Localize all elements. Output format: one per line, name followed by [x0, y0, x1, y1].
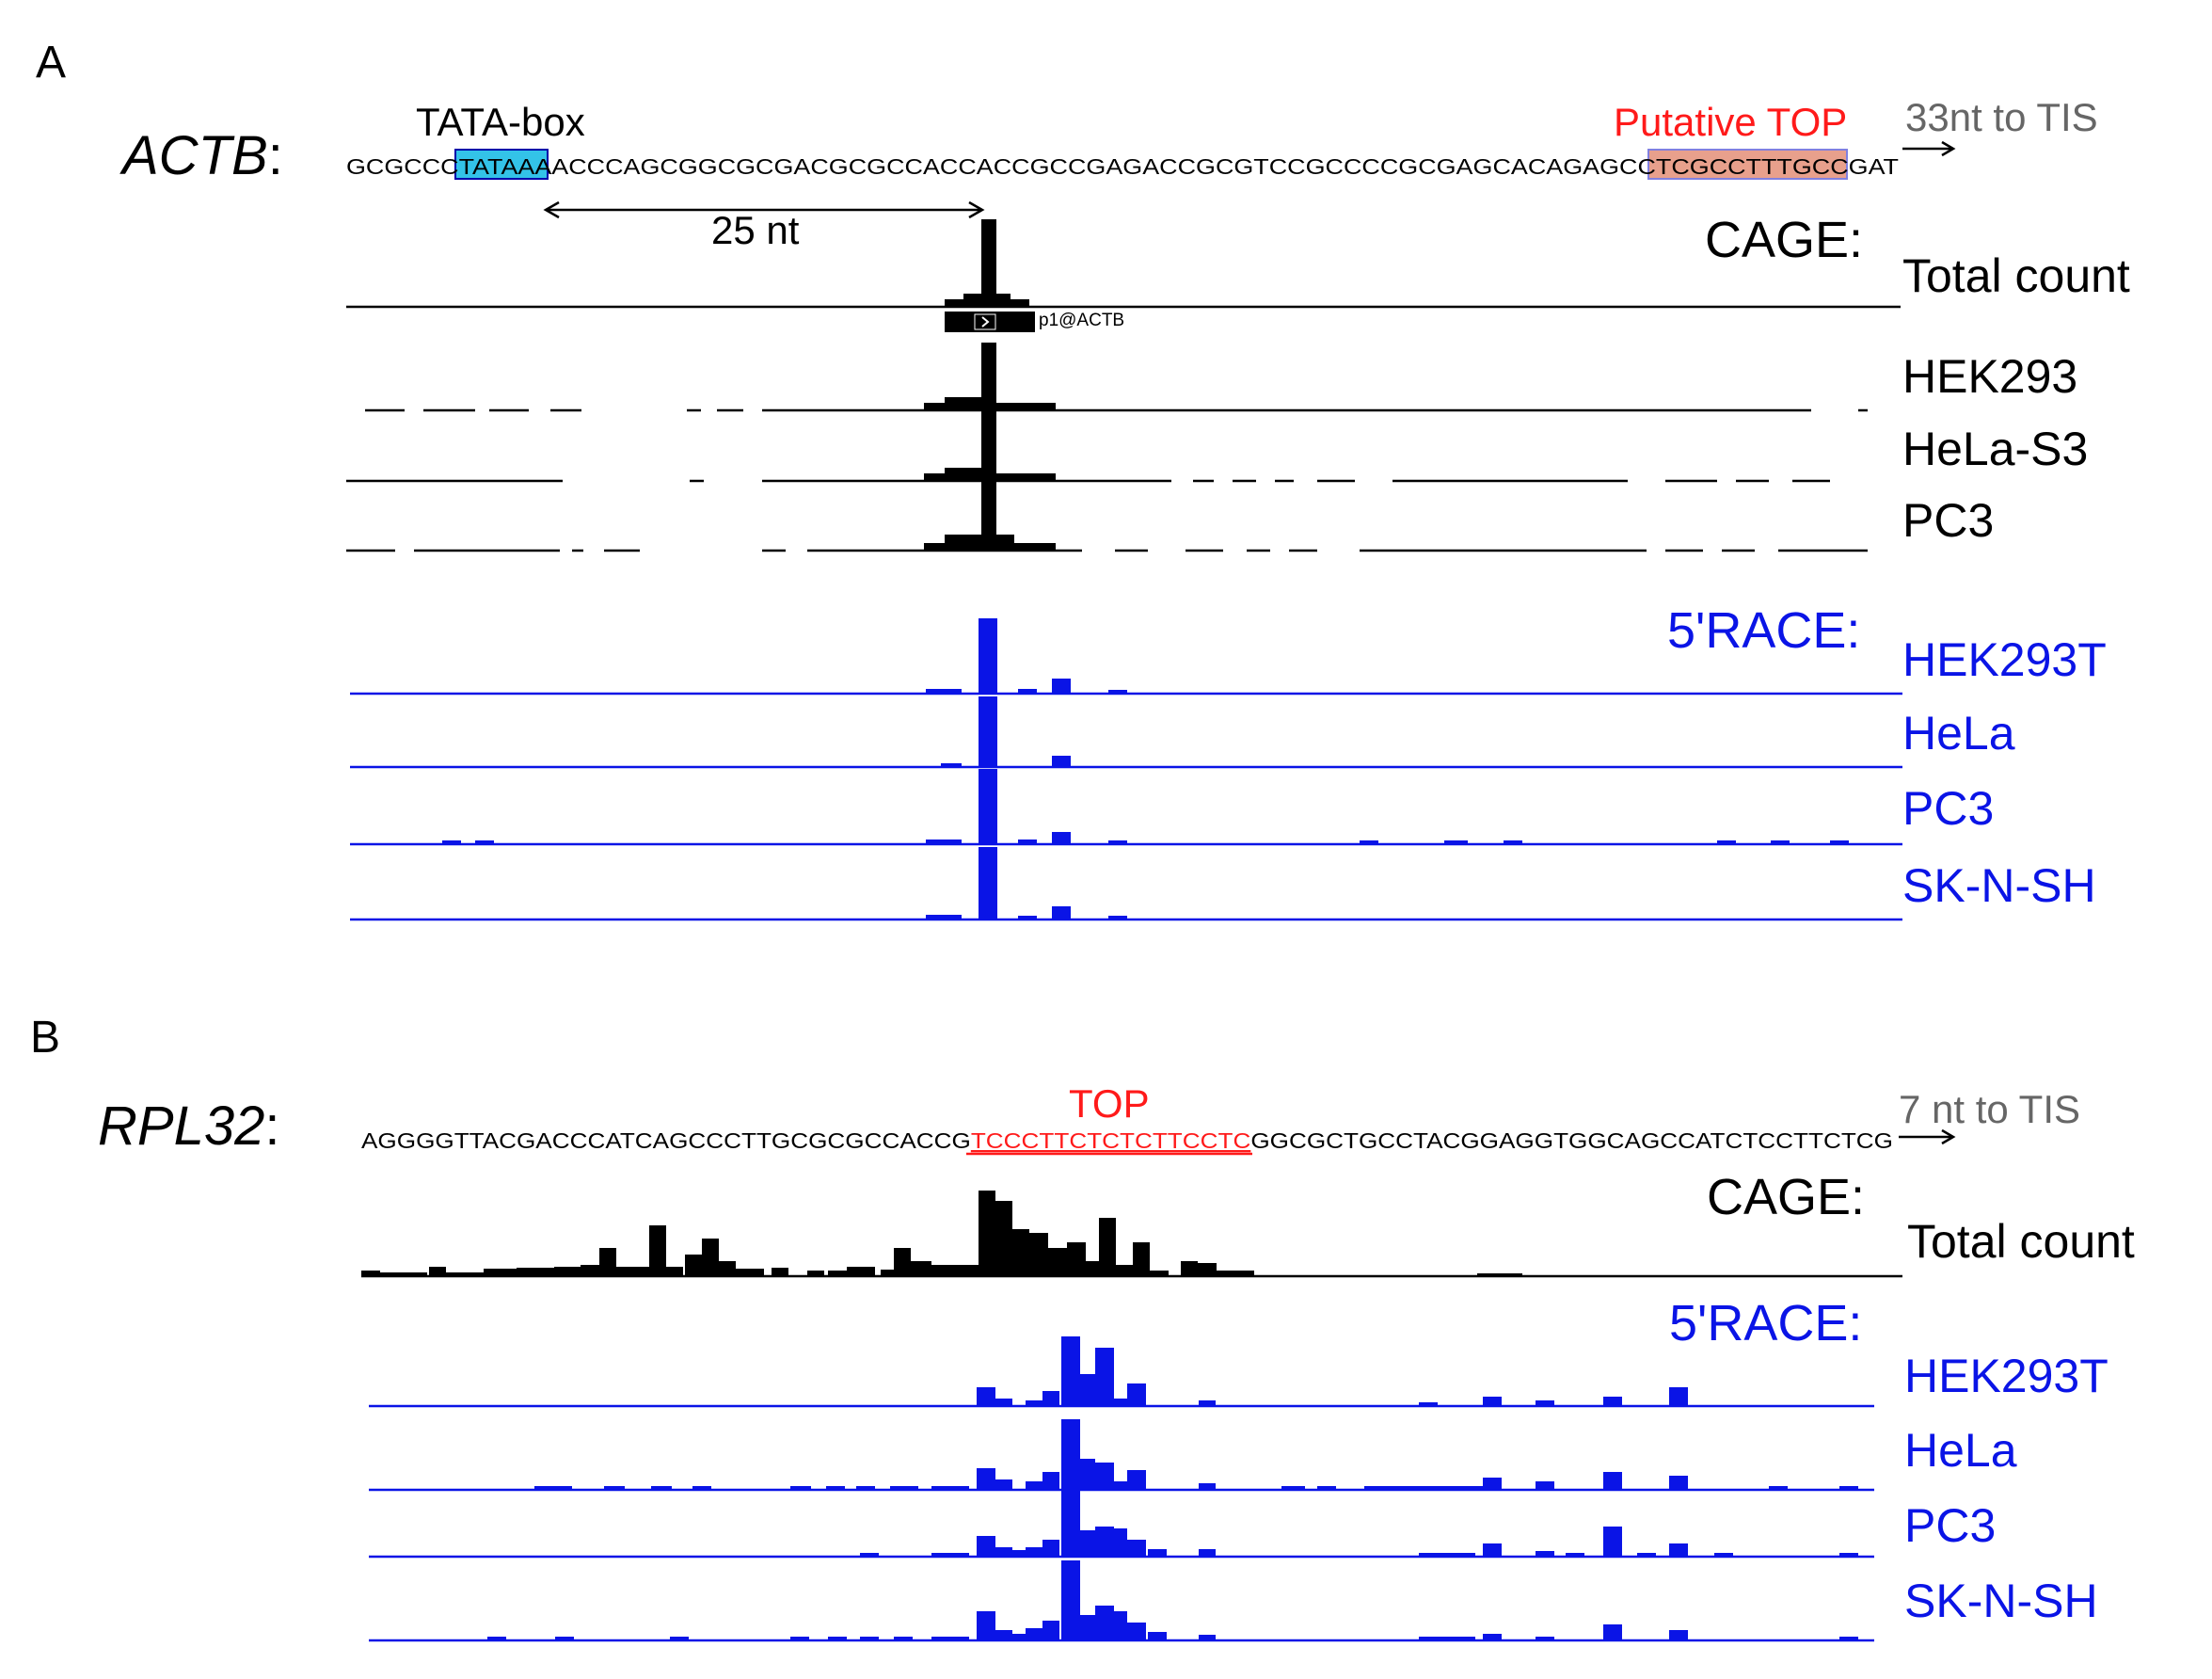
cage-track-label-total-a: Total count	[1902, 249, 2130, 302]
race-track-hek293t-b	[369, 1336, 1874, 1408]
panel-a-gene-colon: :	[268, 125, 283, 186]
cage-track-label-total-b: Total count	[1907, 1215, 2135, 1268]
cage-track-hek293	[365, 343, 1868, 412]
panel-a-sequence: GCGCCC TATAA AACCCAGCGGCGCGACGCGCCACCACCGC…	[346, 154, 1899, 179]
race-track-label-hek293t-a: HEK293T	[1902, 633, 2107, 686]
panel-b-sequence: AGGGGTTACGACCCATCAGCCCTTGCGCGCCACCG TCCCT…	[361, 1128, 1893, 1153]
sequence-b-post: GGCGCTGCCTACGGAGGTGGCAGCCATCTCCTTCTCG	[1250, 1128, 1893, 1153]
panel-a: A ACTB: TATA-box Putative TOP 33nt to TI…	[36, 38, 2130, 921]
distance-label: 25 nt	[711, 208, 800, 252]
tis-arrow-b	[1899, 1128, 1956, 1145]
cage-peak-hela-s3	[981, 410, 996, 481]
race-track-hela-b	[369, 1419, 1874, 1492]
panel-b: B RPL32: TOP 7 nt to TIS AGGGGTTACGACCCA…	[30, 1013, 2135, 1642]
sequence-a-pre: GCGCCC	[346, 154, 459, 179]
race-track-label-hela-b: HeLa	[1904, 1424, 2017, 1477]
sequence-b-top: TCCCTTCTCTCTTCCTC	[971, 1128, 1250, 1153]
cage-shoulder2-hek293	[945, 397, 992, 410]
race-track-pc3-a	[350, 769, 1902, 846]
panel-a-gene-label: ACTB:	[119, 125, 283, 186]
cage-header-a: CAGE:	[1705, 212, 1863, 268]
panel-b-letter: B	[30, 1013, 60, 1063]
cage-header-b: CAGE:	[1707, 1169, 1865, 1225]
tis-arrow-a	[1902, 140, 1956, 157]
sequence-a-post: GAT	[1849, 154, 1899, 179]
race-track-label-pc3-b: PC3	[1904, 1499, 1996, 1552]
panel-a-letter: A	[36, 38, 66, 88]
race-track-hek293t-a	[350, 618, 1902, 696]
cage-peak-pc3-a	[981, 468, 996, 551]
tata-box-highlight	[454, 149, 549, 180]
putative-top-highlight	[1647, 149, 1848, 180]
sequence-b-pre: AGGGGTTACGACCCATCAGCCCTTGCGCGCCACCG	[361, 1128, 971, 1153]
cage-track-label-pc3-a: PC3	[1902, 494, 1994, 547]
race-track-label-hek293t-b: HEK293T	[1904, 1350, 2109, 1402]
race-track-label-sk-n-sh-b: SK-N-SH	[1904, 1575, 2098, 1627]
cage-shoulder2-total-a	[963, 294, 1011, 307]
cage-track-total-a: p1@ACTB	[346, 219, 1901, 332]
distance-arrow	[543, 200, 985, 219]
tis-distance-label-a: 33nt to TIS	[1905, 95, 2098, 139]
race-header-b: 5'RACE:	[1669, 1295, 1862, 1351]
panel-b-gene-colon: :	[264, 1095, 279, 1157]
cage-shoulder2-pc3-a	[945, 535, 1014, 551]
race-track-sk-n-sh-a	[350, 847, 1902, 921]
race-header-a: 5'RACE:	[1667, 602, 1860, 659]
cage-track-hela-s3	[346, 410, 1830, 483]
cluster-strand-box	[974, 313, 996, 330]
cage-shoulder2-hela-s3	[945, 468, 992, 481]
cage-track-label-hela-s3: HeLa-S3	[1902, 423, 2088, 475]
panel-a-gene-name: ACTB	[119, 125, 268, 186]
race-track-sk-n-sh-b	[369, 1560, 1874, 1642]
tata-box-label: TATA-box	[416, 100, 585, 144]
race-track-label-sk-n-sh-a: SK-N-SH	[1902, 859, 2096, 912]
putative-top-label: Putative TOP	[1614, 100, 1847, 144]
sequence-a-mid: AACCCAGCGGCGCGACGCGCCACCACCGCCGAGACCGCGT…	[534, 154, 1656, 179]
cage-track-label-hek293: HEK293	[1902, 350, 2077, 403]
race-track-pc3-b	[369, 1487, 1874, 1559]
cluster-label: p1@ACTB	[1039, 311, 1124, 330]
race-track-label-pc3-a: PC3	[1902, 782, 1994, 835]
race-track-hela-a	[350, 696, 1902, 769]
cage-track-pc3-a	[346, 468, 1868, 552]
cage-track-total-b	[361, 1191, 1902, 1278]
cage-peak-total-a	[981, 219, 996, 307]
tis-distance-label-b: 7 nt to TIS	[1899, 1087, 2080, 1131]
sequence-a-top: TCGCCTTTGCC	[1656, 154, 1849, 179]
panel-b-gene-label: RPL32:	[98, 1095, 279, 1157]
cluster-strand-chevron	[981, 316, 990, 328]
race-track-label-hela-a: HeLa	[1902, 707, 2015, 760]
cage-cluster-p1-actb: p1@ACTB	[945, 311, 1124, 332]
cage-peak-hek293	[981, 343, 996, 410]
panel-b-gene-name: RPL32	[98, 1095, 264, 1157]
top-label: TOP	[1069, 1081, 1150, 1126]
sequence-a-tata: TATAA	[459, 154, 535, 179]
